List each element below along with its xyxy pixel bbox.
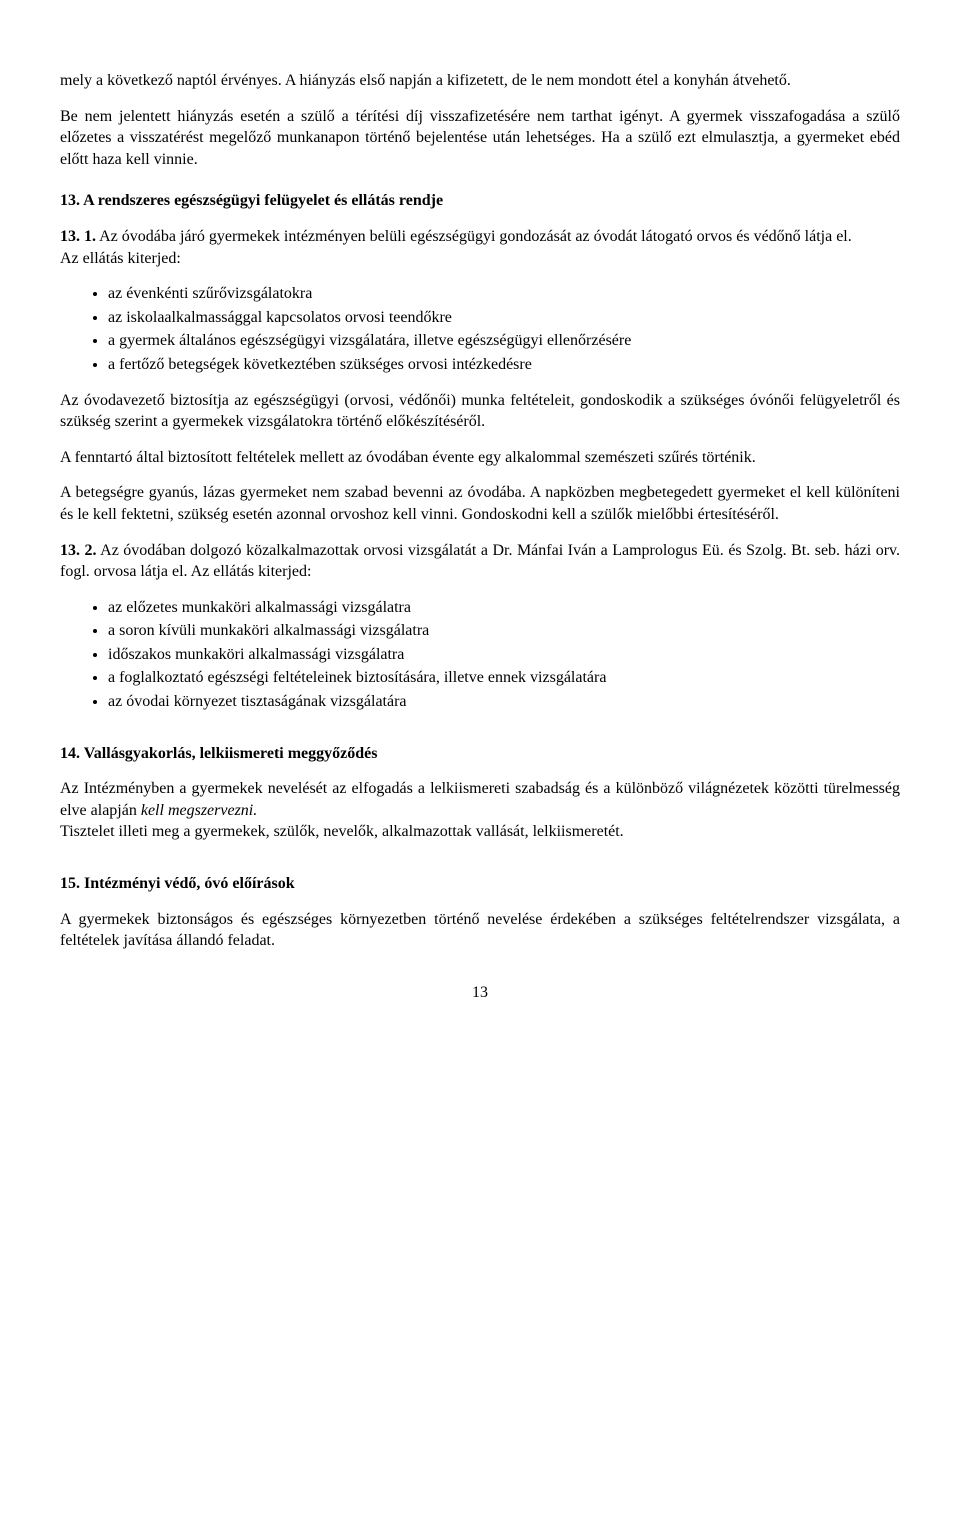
list-item: a foglalkoztató egészségi feltételeinek … bbox=[108, 667, 900, 689]
paragraph-text: Az óvodába járó gyermekek intézményen be… bbox=[96, 228, 852, 245]
paragraph: Az Intézményben a gyermekek nevelését az… bbox=[60, 778, 900, 821]
paragraph-text: Az ellátás kiterjed: bbox=[60, 250, 181, 267]
bullet-list: az előzetes munkaköri alkalmassági vizsg… bbox=[60, 597, 900, 713]
paragraph: Tisztelet illeti meg a gyermekek, szülők… bbox=[60, 821, 900, 843]
list-item: a gyermek általános egészségügyi vizsgál… bbox=[108, 330, 900, 352]
paragraph: A gyermekek biztonságos és egészséges kö… bbox=[60, 909, 900, 952]
list-item: az óvodai környezet tisztaságának vizsgá… bbox=[108, 691, 900, 713]
list-item: a fertőző betegségek következtében szüks… bbox=[108, 354, 900, 376]
section-label-13-2: 13. 2. bbox=[60, 542, 97, 559]
list-item: a soron kívüli munkaköri alkalmassági vi… bbox=[108, 620, 900, 642]
list-item: az évenkénti szűrővizsgálatokra bbox=[108, 283, 900, 305]
bullet-list: az évenkénti szűrővizsgálatokra az iskol… bbox=[60, 283, 900, 375]
section-heading-13: 13. A rendszeres egészségügyi felügyelet… bbox=[60, 190, 900, 212]
paragraph: A betegségre gyanús, lázas gyermeket nem… bbox=[60, 482, 900, 525]
paragraph-text: Az óvodában dolgozó közalkalmazottak orv… bbox=[60, 542, 900, 581]
paragraph: A fenntartó által biztosított feltételek… bbox=[60, 447, 900, 469]
list-item: időszakos munkaköri alkalmassági vizsgál… bbox=[108, 644, 900, 666]
list-item: az előzetes munkaköri alkalmassági vizsg… bbox=[108, 597, 900, 619]
paragraph: Az óvodavezető biztosítja az egészségügy… bbox=[60, 390, 900, 433]
section-heading-15: 15. Intézményi védő, óvó előírások bbox=[60, 873, 900, 895]
paragraph: 13. 1. Az óvodába járó gyermekek intézmé… bbox=[60, 226, 900, 269]
italic-text: kell megszervezni. bbox=[141, 802, 257, 819]
paragraph: Be nem jelentett hiányzás esetén a szülő… bbox=[60, 106, 900, 171]
section-label-13-1: 13. 1. bbox=[60, 228, 96, 245]
paragraph: mely a következő naptól érvényes. A hián… bbox=[60, 70, 900, 92]
section-heading-14: 14. Vallásgyakorlás, lelkiismereti meggy… bbox=[60, 743, 900, 765]
paragraph: 13. 2. Az óvodában dolgozó közalkalmazot… bbox=[60, 540, 900, 583]
page-number: 13 bbox=[60, 982, 900, 1004]
list-item: az iskolaalkalmassággal kapcsolatos orvo… bbox=[108, 307, 900, 329]
